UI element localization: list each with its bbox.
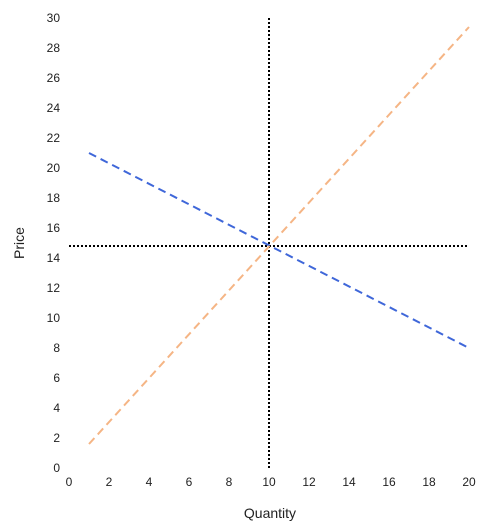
demand-line	[88, 152, 470, 349]
x-tick-label: 8	[226, 475, 233, 489]
y-tick-label: 6	[53, 371, 60, 385]
series-lines	[88, 26, 470, 445]
y-tick-label: 30	[47, 11, 61, 25]
x-tick-label: 10	[262, 475, 276, 489]
y-tick-label: 8	[53, 341, 60, 355]
y-tick-label: 22	[47, 131, 61, 145]
y-tick-label: 26	[47, 71, 61, 85]
y-tick-label: 2	[53, 431, 60, 445]
y-tick-label: 10	[47, 311, 61, 325]
y-tick-label: 20	[47, 161, 61, 175]
x-axis-ticks: 0 2 4 6 8 10 12 14 16 18 20	[66, 475, 476, 489]
y-tick-label: 0	[53, 461, 60, 475]
y-tick-label: 24	[47, 101, 61, 115]
x-tick-label: 0	[66, 475, 73, 489]
x-tick-label: 6	[186, 475, 193, 489]
x-tick-label: 14	[342, 475, 356, 489]
x-tick-label: 4	[146, 475, 153, 489]
supply-line	[88, 26, 470, 445]
y-tick-label: 28	[47, 41, 61, 55]
x-axis-label: Quantity	[244, 505, 296, 521]
y-tick-label: 4	[53, 401, 60, 415]
x-tick-label: 20	[462, 475, 476, 489]
y-tick-label: 16	[47, 221, 61, 235]
y-tick-label: 18	[47, 191, 61, 205]
y-tick-label: 14	[47, 251, 61, 265]
y-axis-label: Price	[11, 227, 27, 259]
x-tick-label: 16	[382, 475, 396, 489]
y-tick-label: 12	[47, 281, 61, 295]
x-tick-label: 12	[302, 475, 316, 489]
x-tick-label: 18	[422, 475, 436, 489]
x-tick-label: 2	[106, 475, 113, 489]
